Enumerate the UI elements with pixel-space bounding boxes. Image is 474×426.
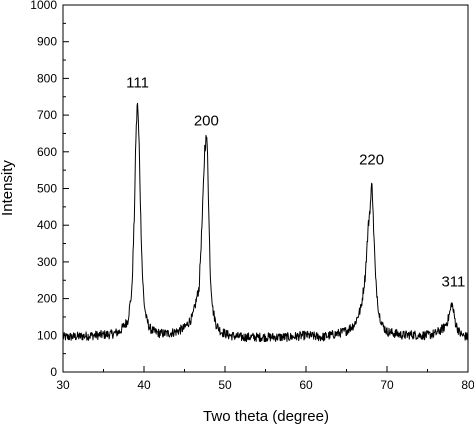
peak-label: 111 <box>126 75 149 92</box>
plot-frame <box>62 4 469 373</box>
peak-label: 220 <box>359 152 384 169</box>
y-tick-label: 500 <box>37 182 57 196</box>
series-line <box>62 102 469 343</box>
x-tick-label: 40 <box>137 378 151 392</box>
y-tick-label: 200 <box>37 292 57 306</box>
y-axis: 0 100 200 300 400 500 600 700 800 900 1000 <box>30 0 69 379</box>
y-tick-label: 800 <box>37 71 57 85</box>
x-axis: 30 40 50 60 70 80 <box>56 366 474 392</box>
plot-border <box>62 4 469 373</box>
peak-annotations: 111 200 220 311 <box>126 75 465 291</box>
x-tick-label: 50 <box>218 378 232 392</box>
y-tick-label: 0 <box>50 365 57 379</box>
peak-label: 200 <box>194 112 219 129</box>
y-axis-label: Intensity <box>0 160 16 216</box>
x-tick-label: 30 <box>56 378 70 392</box>
peak-label: 311 <box>441 273 465 290</box>
x-tick-label: 80 <box>461 378 474 392</box>
x-tick-label: 70 <box>380 378 394 392</box>
y-tick-label: 700 <box>37 108 57 122</box>
y-tick-label: 600 <box>37 145 57 159</box>
y-tick-label: 1000 <box>30 0 57 12</box>
y-tick-label: 900 <box>37 35 57 49</box>
x-axis-label: Two theta (degree) <box>203 408 329 425</box>
series-layer <box>62 102 469 343</box>
y-tick-label: 300 <box>37 255 57 269</box>
x-tick-label: 60 <box>299 378 313 392</box>
y-tick-label: 100 <box>37 328 57 342</box>
y-tick-label: 400 <box>37 218 57 232</box>
